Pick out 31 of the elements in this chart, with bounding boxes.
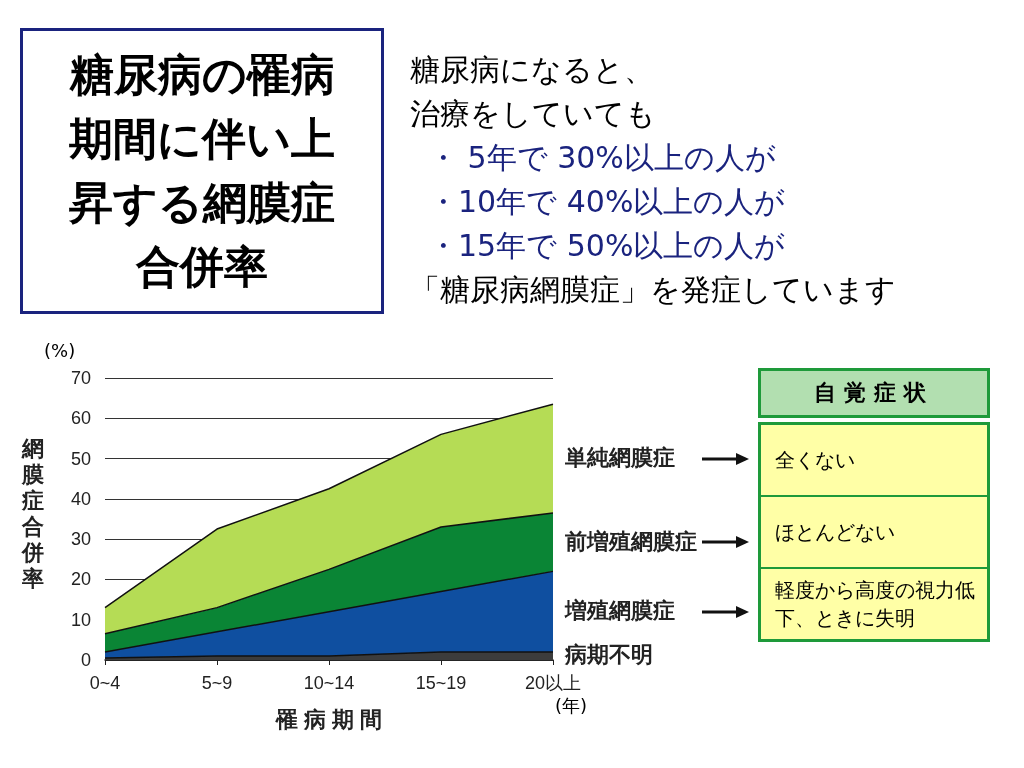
- legend-label: 前増殖網膜症: [564, 528, 697, 554]
- x-tick-label: 15~19: [415, 673, 467, 693]
- text: 全くない: [774, 447, 856, 474]
- chart-title: 糖尿病の罹病期間に伴い上昇する網膜症合併率: [68, 48, 336, 294]
- series-label: 病期不明: [564, 642, 653, 668]
- y-tick-label: 10: [70, 609, 91, 630]
- x-tick-label: 10~14: [303, 673, 355, 693]
- text: 自覚症状: [758, 368, 990, 418]
- y-tick-label: 60: [70, 408, 91, 429]
- x-axis-title: 罹 病 期 間: [274, 706, 383, 732]
- y-tick-label: 30: [70, 529, 91, 550]
- y-tick-label: 40: [70, 488, 91, 509]
- text: ほとんどない: [761, 495, 987, 567]
- x-tick-label: 5~9: [201, 673, 233, 693]
- y-tick-label: 0: [80, 650, 91, 670]
- x-tick-label: 20以上: [524, 673, 582, 693]
- legend-label: 増殖網膜症: [564, 598, 675, 624]
- text: ・10年で 40%以上の人が: [427, 183, 787, 221]
- legend-label: 単純網膜症: [564, 445, 675, 471]
- y-tick-label: 50: [70, 448, 91, 469]
- text: 「糖尿病網膜症」を発症しています: [410, 271, 897, 309]
- chart-subtitle: 糖尿病になると、治療をしていても: [410, 51, 657, 133]
- y-axis-title: 網膜症合併率: [21, 435, 44, 591]
- x-tick-label: 0~4: [89, 673, 121, 693]
- y-tick-label: 70: [70, 368, 91, 388]
- text: (%): [44, 340, 76, 361]
- y-tick-label: 20: [70, 569, 91, 590]
- text: ・ 5年で 30%以上の人が: [427, 139, 777, 177]
- text: 軽度から高度の視力低下、ときに失明: [761, 567, 987, 639]
- text: (年): [555, 694, 588, 718]
- text: ・15年で 50%以上の人が: [427, 227, 787, 265]
